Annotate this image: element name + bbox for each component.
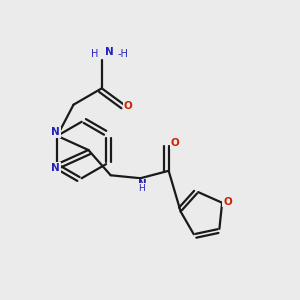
- Text: N: N: [51, 163, 60, 173]
- Text: H: H: [139, 184, 145, 193]
- Text: O: O: [123, 101, 132, 111]
- Text: N: N: [51, 127, 60, 137]
- Text: -H: -H: [117, 49, 128, 58]
- Text: N: N: [137, 179, 146, 189]
- Text: H: H: [91, 49, 98, 58]
- Text: O: O: [170, 138, 179, 148]
- Text: N: N: [105, 47, 114, 57]
- Text: O: O: [223, 197, 232, 207]
